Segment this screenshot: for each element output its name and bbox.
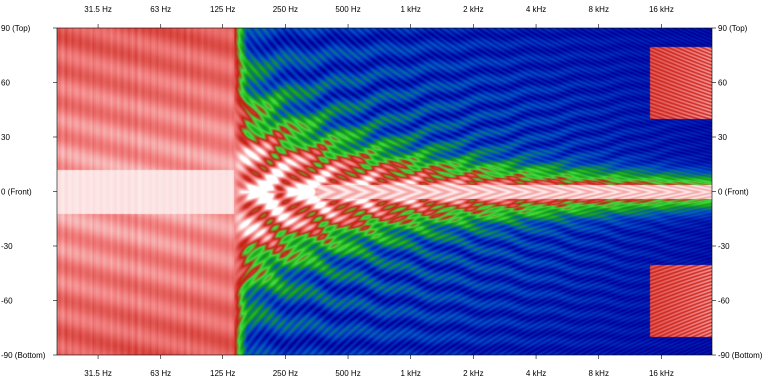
y-tick-label-right: 60 [718,79,727,88]
y-tick-label-left: 0 (Front) [1,188,32,197]
x-tick-label-bottom: 2 kHz [463,369,483,378]
y-tick-label-right: -60 [718,297,730,306]
y-axis-left: 90 (Top) 60 30 0 (Front) -30 -60 -90 (Bottom) [1,24,57,360]
x-axis-bottom: 31.5 Hz 63 Hz 125 Hz 250 Hz 500 Hz 1 kHz 2 kHz… [84,355,674,378]
x-tick-label-top: 63 Hz [150,5,171,14]
x-tick-label-top: 16 kHz [649,5,674,14]
y-tick-label-right: -30 [718,242,730,251]
x-tick-label-bottom: 250 Hz [273,369,298,378]
x-tick-label-top: 250 Hz [273,5,298,14]
x-tick-label-top: 4 kHz [526,5,546,14]
y-tick-label-left: 60 [1,79,10,88]
y-tick-label-right: 90 (Top) [718,24,748,33]
x-tick-label-bottom: 500 Hz [335,369,360,378]
x-tick-label-bottom: 31.5 Hz [84,369,112,378]
y-tick-label-left: -60 [1,297,13,306]
x-tick-label-top: 2 kHz [463,5,483,14]
y-tick-label-left: -30 [1,242,13,251]
x-tick-label-bottom: 4 kHz [526,369,546,378]
heatmap-image [57,28,712,355]
x-tick-label-top: 500 Hz [335,5,360,14]
y-tick-label-left: 30 [1,133,10,142]
y-tick-label-right: -90 (Bottom) [718,351,763,360]
x-tick-label-bottom: 16 kHz [649,369,674,378]
y-tick-label-left: 90 (Top) [1,24,31,33]
x-tick-label-top: 8 kHz [589,5,609,14]
y-tick-label-left: -90 (Bottom) [1,351,46,360]
y-axis-right: 90 (Top) 60 30 0 (Front) -30 -60 -90 (Bottom) [712,24,763,360]
x-tick-label-bottom: 8 kHz [589,369,609,378]
x-tick-label-top: 125 Hz [210,5,235,14]
y-tick-label-right: 30 [718,133,727,142]
plot-area [56,27,713,356]
x-axis-top: 31.5 Hz 63 Hz 125 Hz 250 Hz 500 Hz 1 kHz 2 kHz… [84,5,674,28]
x-tick-label-bottom: 63 Hz [150,369,171,378]
x-tick-label-top: 31.5 Hz [84,5,112,14]
x-tick-label-bottom: 125 Hz [210,369,235,378]
x-tick-label-bottom: 1 kHz [400,369,420,378]
y-tick-label-right: 0 (Front) [718,188,749,197]
x-tick-label-top: 1 kHz [400,5,420,14]
